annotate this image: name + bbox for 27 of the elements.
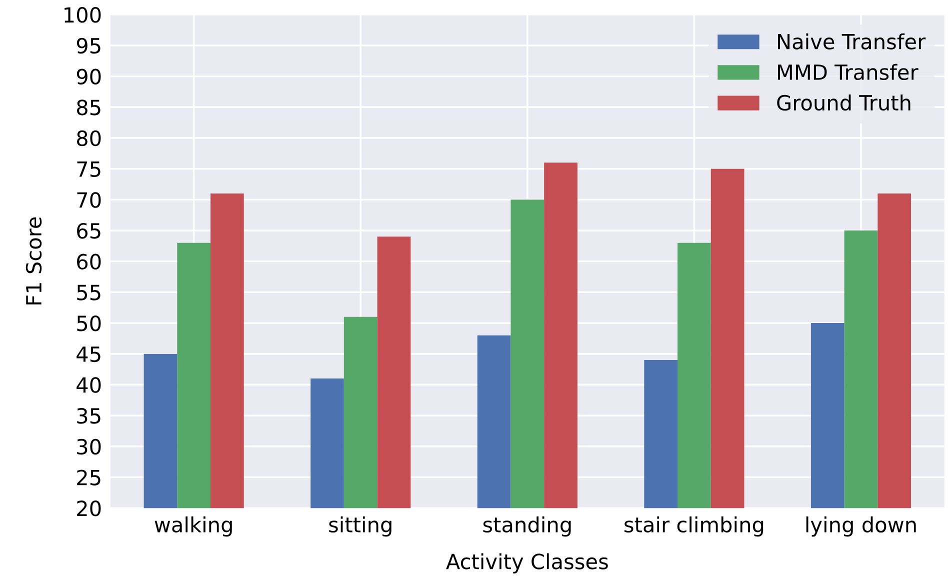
- x-tick-label: lying down: [806, 516, 916, 537]
- legend-label: Naive Transfer: [778, 33, 926, 50]
- y-tick-label: 65: [77, 222, 100, 239]
- y-tick-label: 45: [76, 346, 100, 362]
- x-tick-label: standing: [483, 516, 571, 537]
- y-tick-label: 80: [77, 130, 101, 146]
- y-tick-label: 85: [77, 100, 100, 116]
- y-tick-label: 90: [76, 68, 101, 84]
- x-tick-label: stair climbing: [624, 516, 764, 537]
- y-tick-label: 70: [77, 192, 101, 208]
- x-tick-label: walking: [154, 516, 232, 537]
- y-tick-label: 30: [77, 438, 101, 455]
- legend-label: Ground Truth: [777, 94, 910, 111]
- y-tick-label: 20: [77, 500, 101, 516]
- y-tick-label: 60: [77, 254, 101, 270]
- y-tick-label: 50: [77, 315, 101, 332]
- y-tick-label: 75: [77, 162, 100, 178]
- y-axis-title: F1 Score: [26, 217, 42, 304]
- legend-label: MMD Transfer: [778, 64, 918, 80]
- y-tick-label: 100: [64, 7, 101, 23]
- y-tick-label: 25: [77, 470, 100, 486]
- x-axis-title: Activity Classes: [446, 553, 608, 574]
- y-tick-label: 95: [76, 38, 100, 54]
- y-tick-label: 35: [77, 408, 100, 424]
- y-tick-label: 40: [76, 377, 101, 393]
- y-tick-label: 55: [77, 284, 100, 300]
- x-tick-label: sitting: [329, 516, 392, 537]
